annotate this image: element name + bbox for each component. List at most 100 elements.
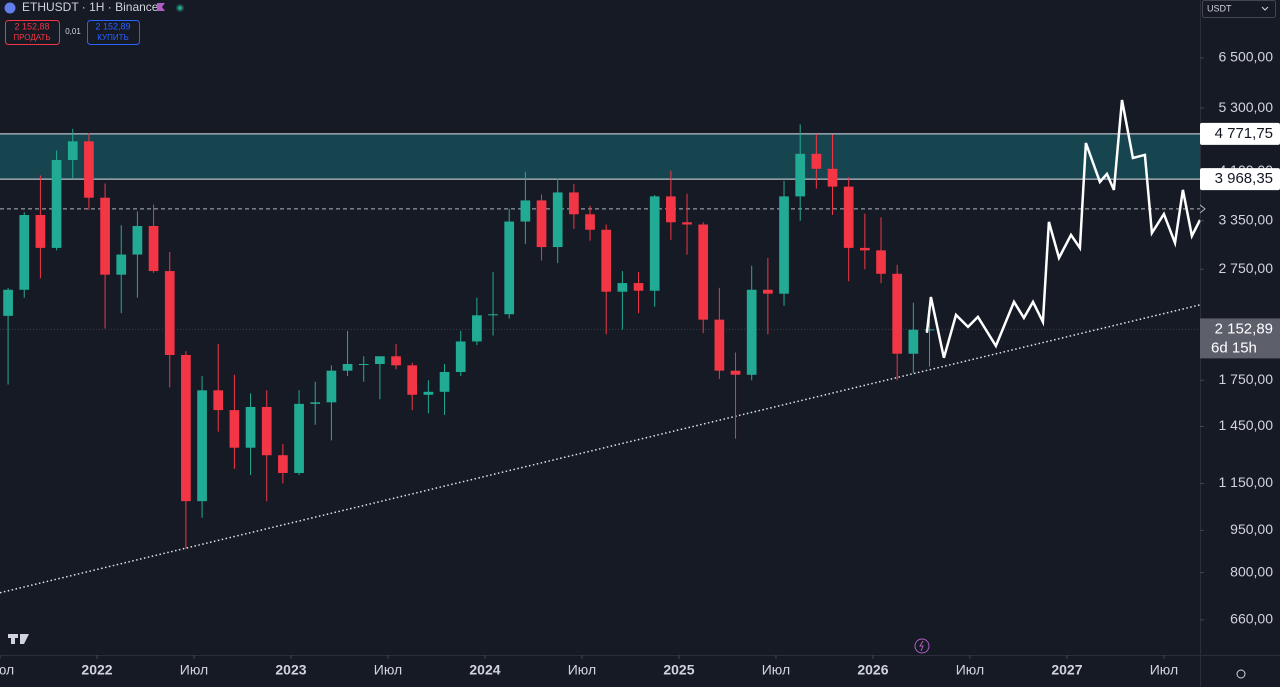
candle-body bbox=[892, 273, 903, 354]
x-tick-label: Июл bbox=[956, 662, 984, 678]
candle-body bbox=[633, 283, 644, 291]
candle-body bbox=[860, 247, 870, 251]
candle-body bbox=[827, 168, 838, 187]
candle-body bbox=[439, 372, 450, 392]
y-tick-label: 3 350,00 bbox=[1219, 211, 1274, 227]
candle-body bbox=[342, 364, 353, 371]
candle-body bbox=[569, 192, 579, 215]
symbol-title: ETHUSDT · 1H · Binance bbox=[22, 0, 159, 14]
axes: 660,00 800,00 950,00 1 150,00 1 450,00 1 750,… bbox=[0, 49, 1280, 678]
candle-body bbox=[488, 314, 498, 316]
candle-body bbox=[19, 214, 30, 290]
candle-body bbox=[84, 141, 94, 198]
x-tick-label: 2027 bbox=[1051, 662, 1082, 678]
currency-select[interactable] bbox=[1202, 0, 1276, 18]
candle-body bbox=[164, 271, 175, 355]
y-tick-label: 1 150,00 bbox=[1219, 474, 1274, 490]
buy-price: 2 152,89 bbox=[95, 21, 130, 31]
candle-body bbox=[375, 356, 385, 365]
candle-body bbox=[746, 289, 757, 375]
candle-body bbox=[326, 370, 337, 403]
candle-body bbox=[3, 289, 13, 316]
candle-body bbox=[504, 221, 515, 315]
candle-body bbox=[391, 356, 401, 366]
candle-body bbox=[682, 222, 692, 225]
lightning-button[interactable] bbox=[914, 638, 930, 654]
candle-body bbox=[245, 406, 256, 448]
x-tick-label: Июл bbox=[1150, 662, 1178, 678]
candle-body bbox=[730, 370, 741, 375]
x-tick-label: Июл bbox=[762, 662, 790, 678]
candle-body bbox=[100, 197, 110, 275]
candle-body bbox=[132, 225, 143, 255]
candle-body bbox=[924, 329, 935, 331]
candle-body bbox=[698, 224, 709, 320]
candle-body bbox=[181, 354, 191, 502]
candle-body bbox=[585, 214, 595, 230]
candle-body bbox=[666, 196, 676, 223]
candle-body bbox=[714, 319, 725, 371]
currency: USDT bbox=[1207, 3, 1232, 13]
candle-body bbox=[843, 186, 854, 248]
candle-body bbox=[310, 402, 321, 404]
zone bbox=[0, 133, 1200, 180]
candle-body bbox=[278, 455, 288, 473]
candle-body bbox=[197, 390, 207, 502]
zone-low-label: 3 968,35 bbox=[1215, 170, 1273, 187]
y-tick-label: 1 750,00 bbox=[1219, 371, 1274, 387]
x-tick-label: 2022 bbox=[81, 662, 112, 678]
candle-body bbox=[51, 160, 62, 248]
candle-body bbox=[116, 254, 127, 275]
candle-body bbox=[795, 153, 806, 197]
candle-body bbox=[617, 283, 628, 292]
sell-price: 2 152,88 bbox=[14, 21, 49, 31]
settings-button[interactable] bbox=[1236, 669, 1246, 679]
candle-body bbox=[779, 196, 789, 294]
y-tick-label: 1 450,00 bbox=[1219, 417, 1274, 433]
candle-body bbox=[876, 250, 886, 274]
zone-high-label: 4 771,75 bbox=[1215, 125, 1273, 142]
symbol-icon bbox=[4, 2, 16, 14]
zone-high-label-box bbox=[1200, 122, 1280, 145]
last-price-label: 2 152,89 bbox=[1215, 320, 1273, 337]
spread: 0,01 bbox=[65, 27, 81, 36]
candle-body bbox=[536, 200, 547, 248]
x-tick-label: Июл bbox=[568, 662, 596, 678]
plot-area bbox=[0, 99, 1202, 594]
candle-body bbox=[229, 410, 240, 448]
candle-body bbox=[601, 229, 612, 292]
candle-body bbox=[520, 200, 531, 222]
x-tick-label: Июл bbox=[180, 662, 208, 678]
candle-body bbox=[552, 192, 563, 248]
candle-body bbox=[407, 365, 418, 395]
flag-icon bbox=[157, 3, 165, 11]
buy-button[interactable] bbox=[87, 20, 140, 45]
sell-button[interactable] bbox=[5, 20, 60, 45]
y-tick-label: 5 300,00 bbox=[1219, 99, 1274, 115]
trendline bbox=[0, 304, 1201, 594]
tv-logo bbox=[8, 634, 29, 644]
candle-body bbox=[261, 406, 272, 456]
y-tick-label: 950,00 bbox=[1230, 521, 1273, 537]
candle-body bbox=[148, 225, 159, 272]
candle-body bbox=[649, 196, 660, 291]
candle-body bbox=[294, 403, 304, 473]
sell-label: ПРОДАТЬ bbox=[13, 33, 50, 42]
dropdown-icon bbox=[1261, 6, 1269, 11]
x-tick-label: 2026 bbox=[857, 662, 888, 678]
forecast-line bbox=[925, 99, 1202, 359]
candle-body bbox=[423, 391, 434, 395]
candle-body bbox=[213, 390, 224, 411]
x-tick-label: Июл bbox=[374, 662, 402, 678]
x-tick-label: 2023 bbox=[275, 662, 306, 678]
buy-label: КУПИТЬ bbox=[97, 33, 128, 42]
candle-body bbox=[472, 315, 482, 342]
x-tick-label: 2024 bbox=[469, 662, 500, 678]
status-icon bbox=[178, 6, 182, 10]
zone-low-label-box bbox=[1200, 168, 1280, 191]
candle-body bbox=[908, 329, 919, 354]
candle-body bbox=[811, 153, 822, 169]
